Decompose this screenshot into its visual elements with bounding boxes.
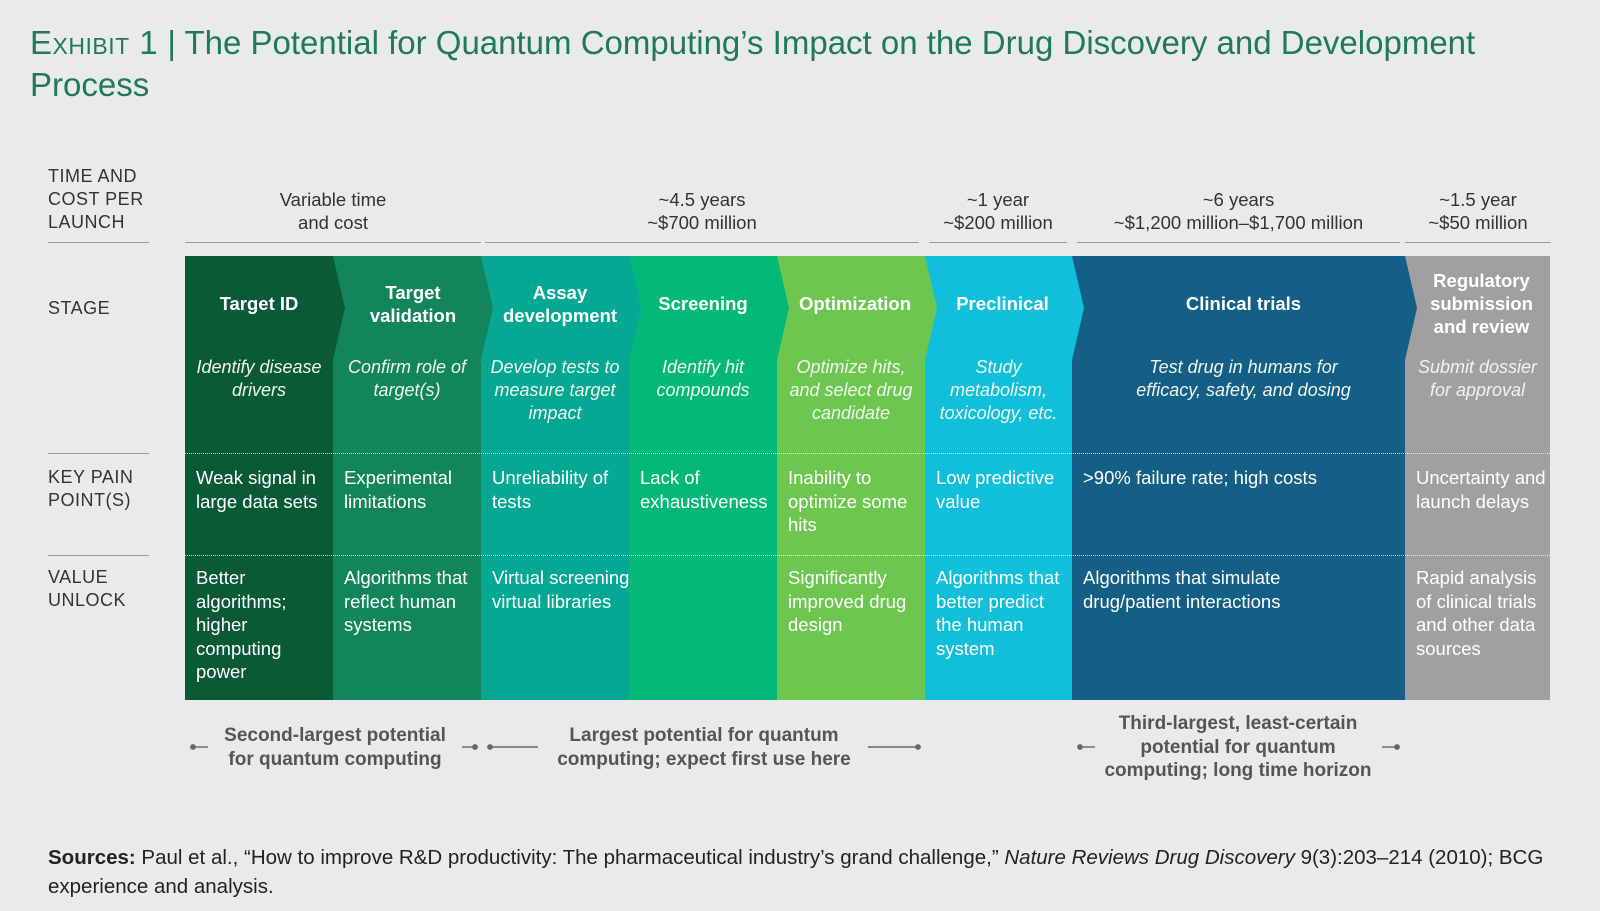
rule-time-1	[185, 242, 481, 243]
pain-point: Weak signal in large data sets	[196, 467, 318, 512]
sources-note: Sources: Paul et al., “How to improve R&…	[48, 843, 1568, 901]
sources-text-1: Paul et al., “How to improve R&D product…	[135, 846, 1005, 869]
rule-time-3	[929, 242, 1067, 243]
rule-time-2	[485, 242, 919, 243]
bracket-endpoint	[915, 744, 921, 750]
bracket-endpoint	[1394, 744, 1400, 750]
bracket-endpoint	[472, 744, 478, 750]
stage-name: Target validation	[369, 282, 457, 326]
stage-description: Identify disease drivers	[196, 357, 322, 400]
value-unlock: Rapid analysis of clinical trials and ot…	[1416, 567, 1537, 659]
pain-point: Uncertainty and launch delays	[1416, 467, 1546, 512]
stage-description: Identify hit compounds	[656, 357, 750, 400]
sources-label: Sources:	[48, 846, 136, 869]
stage-column-assay-development: Assay development Develop tests to measu…	[481, 256, 723, 700]
pain-point: Lack of exhaustiveness	[640, 467, 768, 512]
separator-stage-pain	[185, 453, 1550, 454]
stage-name: Regulatory submission and review	[1430, 270, 1533, 337]
potential-third-largest: Third-largest, least-certain potential f…	[1104, 713, 1372, 781]
stage-name: Preclinical	[956, 293, 1049, 314]
value-unlock: Algorithms that better predict the human…	[936, 567, 1060, 659]
row-label-value-unlock: VALUE UNLOCK	[48, 567, 127, 610]
time-cost-assay-optimization: ~4.5 years ~$700 million	[485, 188, 919, 234]
sources-text-2: 9(3):203–214 (2010); BCG experience and …	[48, 846, 1544, 898]
stage-name: Target ID	[219, 293, 299, 314]
stage-name: Optimization	[798, 293, 912, 314]
time-cost-discovery: Variable time and cost	[185, 188, 481, 234]
exhibit-number: Exhibit 1	[30, 24, 159, 61]
sources-journal: Nature Reviews Drug Discovery	[1004, 846, 1295, 869]
pain-point: Experimental limitations	[344, 467, 452, 512]
title-text: The Potential for Quantum Computing’s Im…	[30, 24, 1476, 103]
stage-column-preclinical: Preclinical Study metabolism, toxicology…	[925, 256, 1072, 700]
exhibit-title: Exhibit 1 | The Potential for Quantum Co…	[30, 22, 1550, 106]
time-cost-regulatory: ~1.5 year ~$50 million	[1405, 188, 1551, 234]
stage-description: Develop tests to measure target impact	[490, 357, 620, 423]
stage-column-clinical-trials: Clinical trials Test drug in humans for …	[1072, 256, 1405, 700]
separator-pain-value	[185, 555, 1550, 556]
value-unlock: Algorithms that simulate drug/patient in…	[1083, 567, 1281, 612]
stage-name: Clinical trials	[1185, 293, 1302, 314]
pain-point: >90% failure rate; high costs	[1083, 467, 1317, 488]
value-unlock: Significantly improved drug design	[788, 567, 907, 635]
row-label-pain-points: KEY PAIN POINT(S)	[48, 467, 134, 510]
rule-time-5	[1405, 242, 1551, 243]
row-label-time-cost: TIME AND COST PER LAUNCH	[48, 166, 144, 232]
stage-column-optimization: Optimization Optimize hits, and select d…	[777, 256, 925, 700]
stage-description: Optimize hits, and select drug candidate	[789, 357, 913, 423]
value-unlock: Better algorithms; higher computing powe…	[196, 567, 287, 682]
stage-description: Test drug in humans for efficacy, safety…	[1136, 357, 1351, 400]
stage-grid: Target ID Identify disease drivers Weak …	[185, 256, 1550, 700]
pain-point: Inability to optimize some hits	[788, 467, 908, 535]
time-cost-line: and cost	[298, 212, 368, 233]
time-cost-line: ~$200 million	[943, 212, 1053, 233]
stage-column-screening: Screening Identify hit compounds Lack of…	[629, 256, 777, 700]
time-cost-line: ~$700 million	[647, 212, 757, 233]
time-cost-line: ~1.5 year	[1439, 189, 1517, 210]
value-unlock: Algorithms that reflect human systems	[344, 567, 468, 635]
stage-description: Confirm role of target(s)	[347, 357, 467, 400]
bracket-endpoint	[487, 744, 493, 750]
stage-column-regulatory: Regulatory submission and review Submit …	[1405, 256, 1550, 700]
pain-point: Unreliability of tests	[492, 467, 609, 512]
bracket-endpoint	[1077, 744, 1083, 750]
time-cost-line: ~4.5 years	[658, 189, 746, 210]
pain-point: Low predictive value	[936, 467, 1055, 512]
time-cost-line: ~6 years	[1202, 189, 1275, 210]
stage-name: Screening	[658, 293, 748, 314]
row-label-stage: STAGE	[48, 298, 111, 318]
rule-time-4	[1077, 242, 1400, 243]
stage-name: Assay development	[502, 282, 618, 326]
time-cost-line: ~$1,200 million–$1,700 million	[1113, 212, 1364, 233]
potential-second-largest: Second-largest potential for quantum com…	[224, 725, 446, 770]
rule-value-label	[48, 555, 149, 556]
potential-largest: Largest potential for quantum computing;…	[557, 725, 851, 770]
rule-time-label	[48, 242, 149, 243]
title-separator: |	[158, 24, 185, 61]
time-cost-line: ~$50 million	[1428, 212, 1528, 233]
stage-column-target-validation: Target validation Confirm role of target…	[333, 256, 481, 700]
time-cost-clinical: ~6 years ~$1,200 million–$1,700 million	[1077, 188, 1400, 234]
time-cost-line: ~1 year	[966, 189, 1030, 210]
stage-description: Submit dossier for approval	[1417, 357, 1538, 400]
time-cost-preclinical: ~1 year ~$200 million	[929, 188, 1067, 234]
rule-pain-label	[48, 453, 149, 454]
stage-description: Study metabolism, toxicology, etc.	[939, 357, 1058, 423]
stage-column-target-id: Target ID Identify disease drivers Weak …	[185, 256, 333, 700]
bracket-endpoint	[190, 744, 196, 750]
time-cost-line: Variable time	[279, 189, 387, 210]
